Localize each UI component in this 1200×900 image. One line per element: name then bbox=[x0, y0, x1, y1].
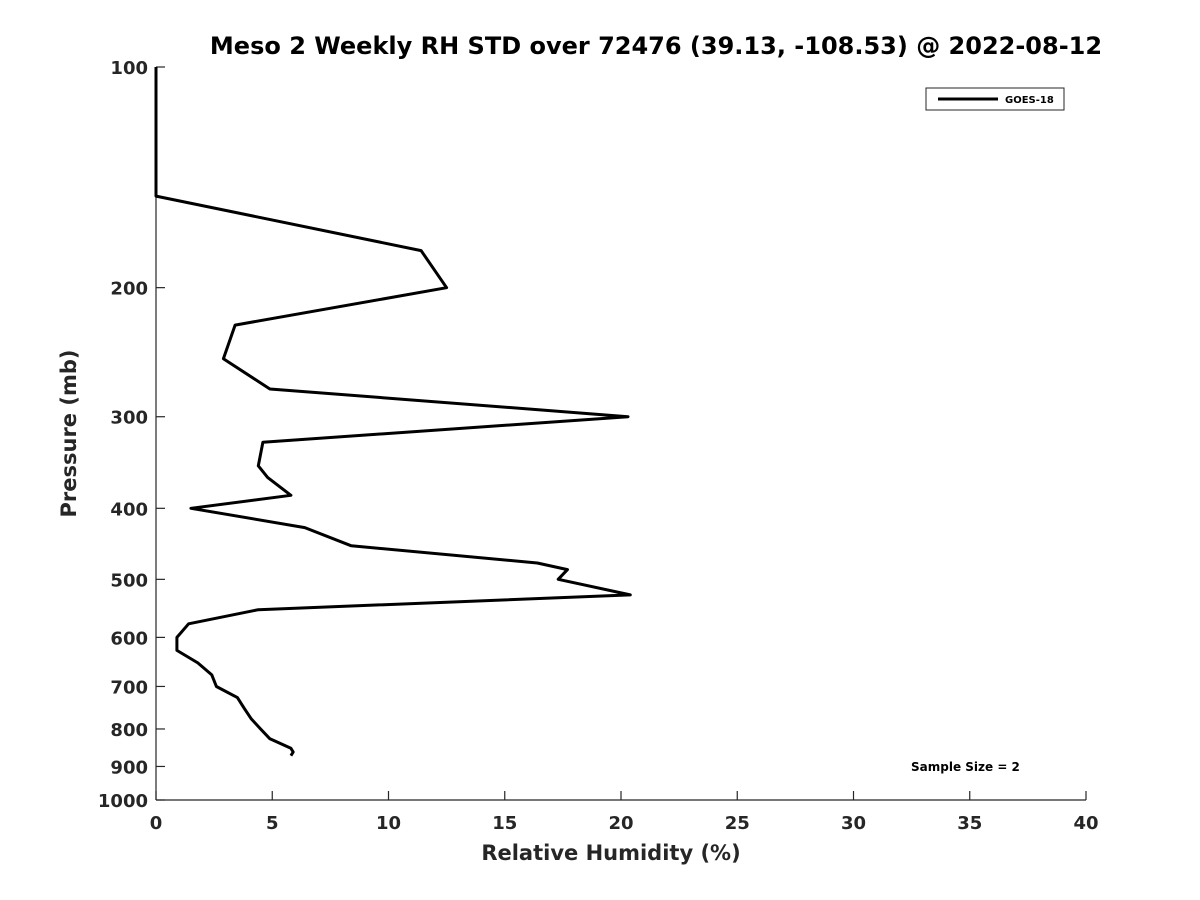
x-tick-label: 0 bbox=[150, 813, 163, 834]
y-tick-label: 200 bbox=[110, 279, 148, 300]
y-tick-label: 300 bbox=[110, 408, 148, 429]
legend: GOES-18 bbox=[925, 87, 1065, 111]
y-tick-label: 800 bbox=[110, 720, 148, 741]
y-tick-label: 400 bbox=[110, 499, 148, 520]
x-tick-label: 40 bbox=[1073, 813, 1098, 834]
x-tick-label: 15 bbox=[492, 813, 517, 834]
y-axis-label: Pressure (mb) bbox=[57, 350, 81, 518]
x-tick-label: 25 bbox=[725, 813, 750, 834]
x-axis-label: Relative Humidity (%) bbox=[481, 841, 740, 865]
sample-size-annotation: Sample Size = 2 bbox=[911, 760, 1020, 774]
legend-label: GOES-18 bbox=[1005, 95, 1054, 106]
x-tick-label: 5 bbox=[266, 813, 279, 834]
series-layer bbox=[154, 67, 632, 757]
y-tick-label: 900 bbox=[110, 757, 148, 778]
y-tick-label: 1000 bbox=[98, 791, 148, 812]
y-tick-label: 500 bbox=[110, 570, 148, 591]
x-tick-label: 20 bbox=[608, 813, 633, 834]
y-tick-label: 600 bbox=[110, 628, 148, 649]
y-tick-label: 700 bbox=[110, 677, 148, 698]
y-tick-label: 100 bbox=[110, 58, 148, 79]
series-line-goes-18 bbox=[154, 67, 632, 757]
x-tick-label: 35 bbox=[957, 813, 982, 834]
x-tick-label: 10 bbox=[376, 813, 401, 834]
axes: 0 5 10 15 20 25 30 35 40 100 200 300 400 500 600 700 800… bbox=[98, 58, 1099, 834]
x-tick-label: 30 bbox=[841, 813, 866, 834]
chart-title: Meso 2 Weekly RH STD over 72476 (39.13, … bbox=[210, 32, 1102, 60]
